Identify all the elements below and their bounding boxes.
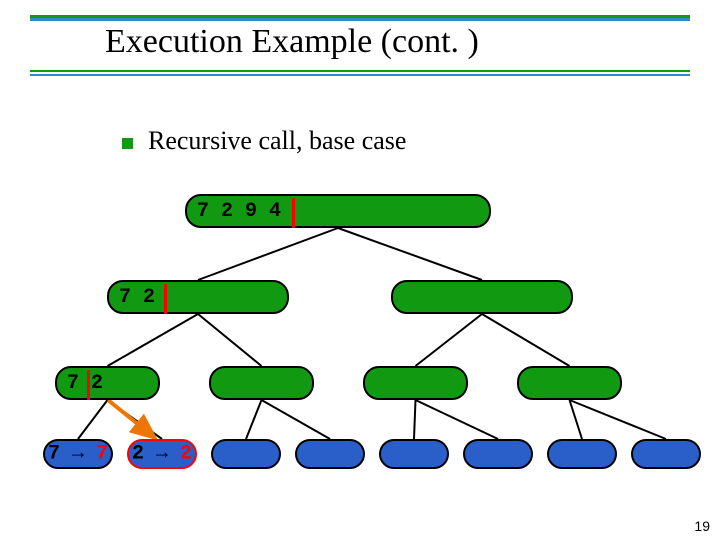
node-l2_a: 7 2 xyxy=(55,366,160,400)
node-l3_4 xyxy=(295,439,365,469)
node-root: 7 2 9 4 3 8 6 1 xyxy=(185,194,491,228)
node-l1_right xyxy=(391,280,573,314)
node-l3_1: 7 → 7 xyxy=(43,439,113,469)
split-bar xyxy=(87,370,90,400)
page-title: Execution Example (cont. ) xyxy=(105,23,479,61)
header-rule-bottom xyxy=(30,70,690,72)
node-l2_c xyxy=(363,366,468,400)
bullet-icon xyxy=(122,138,133,149)
split-bar xyxy=(164,284,167,314)
node-l3_7 xyxy=(547,439,617,469)
split-bar xyxy=(292,198,295,228)
header-rule-top xyxy=(30,15,690,21)
node-l2_d xyxy=(517,366,622,400)
node-l3_5 xyxy=(379,439,449,469)
node-l3_8 xyxy=(631,439,701,469)
node-l1_left: 7 2 9 4 xyxy=(107,280,289,314)
node-l3_3 xyxy=(211,439,281,469)
slide-number: 19 xyxy=(694,518,710,534)
node-l2_b xyxy=(209,366,314,400)
node-l3_6 xyxy=(463,439,533,469)
bullet-text: Recursive call, base case xyxy=(148,126,406,156)
node-l3_2: 2 → 2 xyxy=(127,439,197,469)
